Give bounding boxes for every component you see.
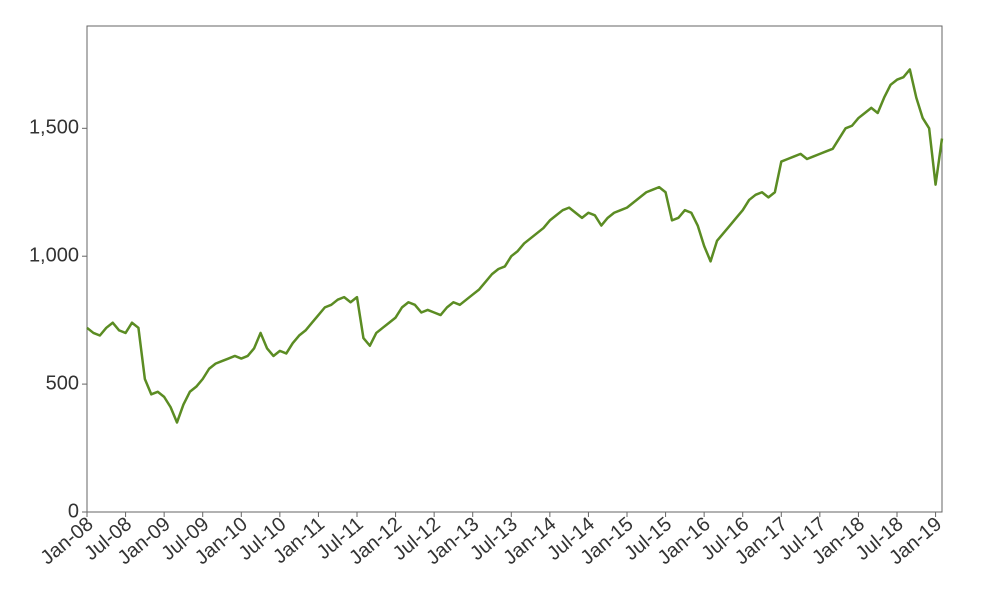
plot-frame	[86, 25, 943, 513]
y-tick-label: 500	[46, 372, 79, 394]
y-tick-label: 1,500	[29, 117, 79, 139]
y-tick-label: 0	[68, 500, 79, 522]
series-line	[86, 68, 944, 424]
y-tick-label: 1,000	[29, 244, 79, 266]
